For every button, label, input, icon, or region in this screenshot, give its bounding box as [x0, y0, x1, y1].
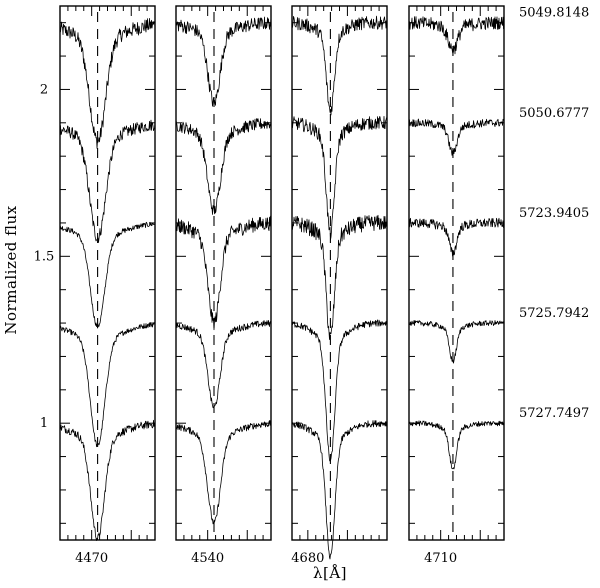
x-axis-label: λ[Å] [313, 564, 347, 582]
epoch-label: 5049.8148 [519, 6, 589, 21]
y-tick-labels: 11.52 [34, 82, 55, 431]
epoch-label: 5727.7497 [519, 406, 589, 421]
x-tick-label: 4540 [191, 551, 224, 566]
spectrum-panel: 4540 [175, 5, 272, 566]
spectrum-line [408, 118, 505, 157]
spectrum-line [408, 420, 505, 470]
x-tick-label: 4710 [424, 551, 457, 566]
spectrum-line [291, 15, 388, 116]
spectrum-panel: 4710 [408, 5, 505, 566]
spectrum-panel: 4680 [291, 5, 388, 566]
spectrum-line [408, 320, 505, 364]
panel-frame [291, 5, 388, 541]
spectrum-line [291, 116, 388, 241]
spectrum-line [59, 322, 156, 448]
y-tick-label: 1.5 [34, 249, 55, 264]
epoch-label: 5050.6777 [519, 106, 589, 121]
epoch-labels-group: 5049.8148 5050.6777 5723.9405 5725.7942 5727… [519, 6, 589, 422]
spectrum-line [59, 419, 156, 541]
spectrum-line [291, 214, 388, 341]
spectrum-line [59, 119, 156, 244]
spectrum-line [175, 215, 272, 331]
spectrum-line [59, 17, 156, 149]
spectrum-line [291, 420, 388, 560]
spectrum-line [175, 319, 272, 409]
spectrum-panel: 4470 [59, 5, 156, 566]
y-tick-label: 2 [40, 82, 48, 97]
epoch-label: 5725.7942 [519, 306, 589, 321]
y-axis-label: Normalized flux [2, 205, 20, 334]
spectrum-line [175, 16, 272, 107]
x-tick-label: 4680 [291, 551, 324, 566]
spectrum-line [59, 221, 156, 329]
x-tick-label: 4470 [75, 551, 108, 566]
spectrum-line [175, 420, 272, 525]
spectrum-line [408, 16, 505, 55]
spectrum-line [408, 217, 505, 258]
spectrum-line [291, 319, 388, 462]
epoch-label: 5723.9405 [519, 206, 589, 221]
y-tick-label: 1 [40, 416, 48, 431]
panel-frame [408, 5, 505, 541]
spectrum-line [175, 118, 272, 215]
